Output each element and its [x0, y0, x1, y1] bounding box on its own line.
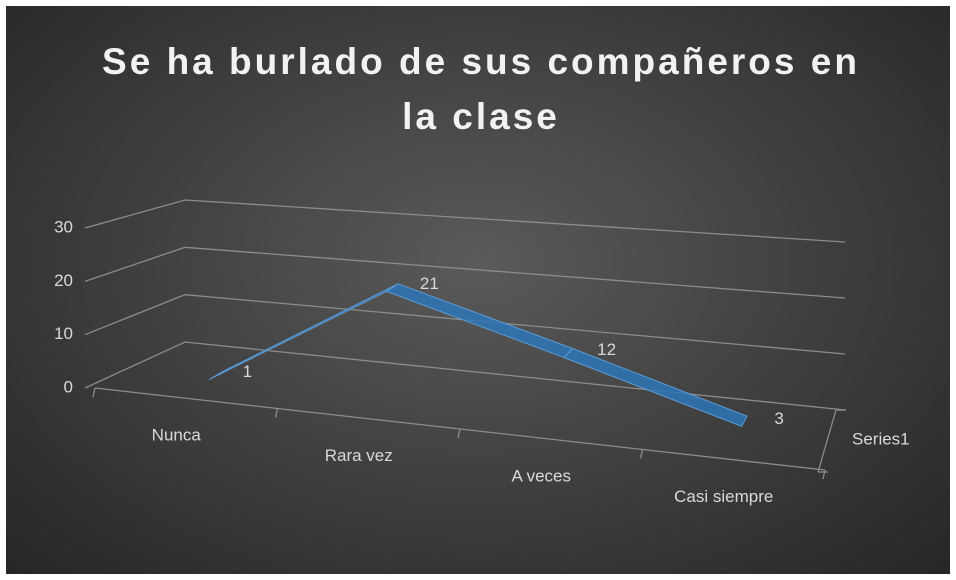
x-tick [92, 387, 96, 398]
grid-line [84, 199, 846, 243]
x-tick [274, 408, 279, 418]
x-tick [457, 428, 461, 439]
data-label: 1 [243, 362, 252, 381]
y-tick-label: 0 [64, 377, 73, 396]
chart: 0 10 20 30 Nunca Rara vez A veces Casi siempre 1… [54, 199, 910, 506]
grid-line [84, 341, 846, 411]
chart-area: Se ha burlado de sus compañeros en la cl… [6, 6, 950, 574]
series-ribbon [385, 283, 574, 359]
grid-line [84, 246, 846, 299]
x-tick [822, 469, 826, 480]
y-tick-label: 10 [54, 324, 73, 343]
data-label: 3 [774, 409, 783, 428]
x-tick-label: A veces [511, 467, 571, 486]
x-tick-label: Casi siempre [674, 487, 773, 506]
x-tick-label: Nunca [152, 426, 202, 445]
chart-title: Se ha burlado de sus compañeros en la cl… [102, 41, 860, 137]
data-label: 12 [597, 340, 616, 359]
x-tick [639, 449, 644, 459]
y-tick-label: 20 [54, 271, 73, 290]
y-tick-label: 30 [54, 217, 73, 236]
x-tick-label: Rara vez [325, 446, 393, 465]
series-ribbon [208, 283, 399, 381]
data-label: 21 [420, 274, 439, 293]
depth-axis [817, 409, 837, 473]
series-ribbon [563, 347, 748, 428]
grid-line [84, 294, 846, 355]
series-label: Series1 [852, 429, 910, 448]
